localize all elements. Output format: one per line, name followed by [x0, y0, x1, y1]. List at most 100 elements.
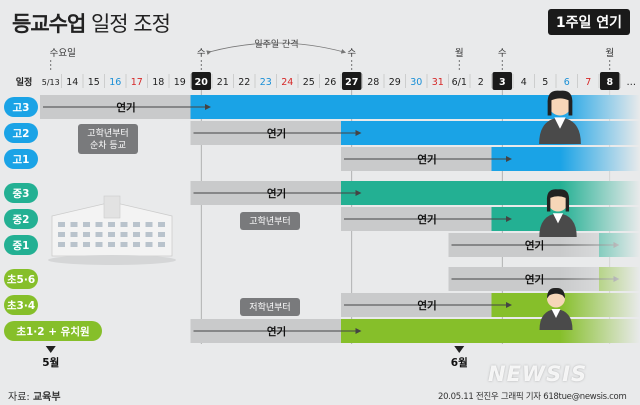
date-label: …	[627, 77, 637, 88]
date-label: 5	[542, 77, 548, 88]
grade-pill	[4, 123, 38, 143]
grade-pill	[4, 269, 38, 289]
date-label: 24	[281, 77, 293, 88]
building-window	[108, 222, 115, 227]
newsis-watermark: NEWSIS	[488, 362, 588, 386]
date-highlight	[342, 72, 362, 90]
building-window	[83, 232, 90, 237]
building-window	[120, 242, 128, 247]
delay-badge: 1주일 연기	[547, 9, 630, 35]
month-label: 6월	[451, 356, 468, 369]
date-label: 28	[367, 77, 379, 88]
delay-label: 연기	[267, 127, 286, 140]
source-line: 자료: 교육부	[8, 388, 61, 403]
weekday-marker: 수	[347, 48, 356, 59]
delay-label: 연기	[525, 273, 544, 286]
grade-label: 중3	[13, 188, 30, 200]
building-wall	[51, 201, 173, 257]
credit-line: 20.05.11 전진우 그래픽 기자 618tue@newsis.com	[438, 392, 627, 402]
grade-label: 초1·2 + 유치원	[16, 325, 89, 338]
month-pointer	[45, 346, 56, 353]
grade-pill	[4, 183, 38, 203]
building-window	[83, 242, 90, 247]
building-window	[145, 232, 153, 237]
note-text: 저학년부터	[249, 302, 290, 313]
source-value: 교육부	[32, 392, 61, 403]
grade-label: 중2	[13, 214, 30, 226]
date-highlight	[191, 72, 211, 90]
building-window	[120, 232, 128, 237]
building-window	[133, 232, 140, 237]
date-label: 23	[260, 77, 272, 88]
date-label: 16	[109, 77, 121, 88]
delay-label: 연기	[525, 239, 544, 252]
date-label: 30	[410, 77, 422, 88]
date-label: 7	[585, 77, 591, 88]
date-highlight	[492, 72, 512, 90]
building-window	[133, 242, 140, 247]
date-label: 25	[303, 77, 315, 88]
student-hair	[546, 189, 570, 212]
student-body	[539, 309, 573, 330]
grade-pill	[4, 235, 38, 255]
date-label: 22	[238, 77, 250, 88]
date-label: 31	[432, 77, 444, 88]
note-text: 순차 등교	[90, 139, 126, 151]
date-label: 14	[66, 77, 78, 88]
student-body	[539, 213, 577, 237]
delay-label: 연기	[417, 153, 436, 166]
date-label: 15	[88, 77, 100, 88]
building-shadow	[48, 255, 176, 265]
source-label: 자료:	[8, 392, 30, 403]
grade-pill	[4, 149, 38, 169]
building-window	[158, 242, 165, 247]
building-window	[145, 242, 153, 247]
building-window	[158, 232, 165, 237]
weekday-marker: 수요일	[50, 48, 76, 59]
student-icon	[539, 189, 577, 237]
student-icon	[539, 287, 573, 330]
date-label: 4	[521, 77, 527, 88]
date-label: 17	[131, 77, 143, 88]
note-box	[240, 212, 300, 230]
interval-arc	[206, 42, 347, 55]
student-hair	[547, 287, 565, 299]
building-window	[120, 222, 128, 227]
date-label: 8	[606, 77, 613, 88]
grade-pill	[4, 295, 38, 315]
date-highlight	[600, 72, 620, 90]
grade-pill	[4, 209, 38, 229]
weekday-marker: 수	[498, 48, 507, 59]
date-label: 19	[174, 77, 186, 88]
interval-label: 일주일 간격	[254, 38, 298, 50]
delay-label: 연기	[267, 187, 286, 200]
delay-label: 연기	[417, 213, 436, 226]
building-window	[95, 222, 103, 227]
date-label: 6/1	[452, 77, 467, 88]
note-box	[240, 298, 300, 316]
grade-label: 초5·6	[7, 273, 35, 286]
weekday-marker: 수	[197, 48, 206, 59]
grade-pill	[4, 321, 102, 341]
note-box	[78, 124, 138, 154]
date-label: 2	[478, 77, 484, 88]
date-label: 5/13	[42, 78, 60, 87]
title-bold: 등교수업	[12, 12, 86, 36]
delay-label: 연기	[417, 299, 436, 312]
note-text: 고학년부터	[87, 128, 128, 139]
grade-label: 고1	[13, 154, 30, 166]
student-collar	[552, 213, 564, 224]
title-rest: 일정 조정	[90, 12, 171, 36]
building-window	[158, 222, 165, 227]
grade-label: 중1	[13, 240, 30, 252]
date-label: 21	[217, 77, 229, 88]
building-window	[95, 242, 103, 247]
date-label: 20	[195, 77, 209, 88]
building-window	[70, 242, 78, 247]
grade-label: 고2	[13, 128, 30, 140]
student-hair	[547, 90, 573, 116]
date-label: 18	[152, 77, 164, 88]
building-tower	[103, 195, 121, 219]
grade-label: 고3	[13, 102, 30, 114]
